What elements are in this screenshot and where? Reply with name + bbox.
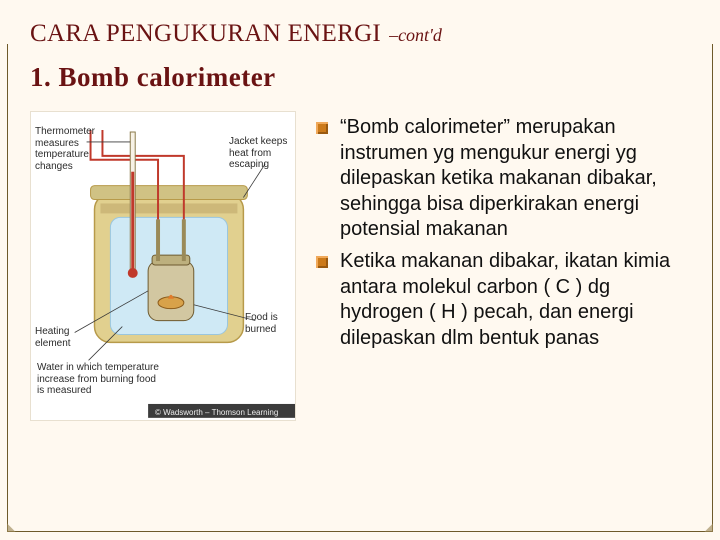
bullet-item: Ketika makanan dibakar, ikatan kimia ant… — [314, 249, 690, 351]
diagram-label-thermometer: Thermometer measures temperature changes — [35, 126, 125, 172]
diagram-label-food: Food is burned — [245, 312, 295, 335]
bullet-list: “Bomb calorimeter” merupakan instrumen y… — [314, 111, 690, 357]
slide: CARA PENGUKURAN ENERGI –cont'd 1. Bomb c… — [0, 0, 720, 540]
corner-decoration — [689, 508, 713, 532]
slide-title-suffix: –cont'd — [389, 25, 442, 46]
slide-subtitle: 1. Bomb calorimeter — [30, 62, 690, 93]
diagram-label-heating: Heating element — [35, 326, 85, 349]
calorimeter-diagram: Thermometer measures temperature changes… — [30, 111, 296, 421]
diagram-label-water: Water in which temperature increase from… — [37, 362, 165, 397]
diagram-label-jacket: Jacket keeps heat from escaping — [229, 136, 293, 171]
bullet-item: “Bomb calorimeter” merupakan instrumen y… — [314, 115, 690, 243]
diagram-label-credit: © Wadsworth – Thomson Learning — [155, 408, 295, 417]
slide-title: CARA PENGUKURAN ENERGI — [30, 20, 381, 48]
content-row: Thermometer measures temperature changes… — [30, 111, 690, 421]
title-row: CARA PENGUKURAN ENERGI –cont'd — [30, 20, 690, 48]
corner-decoration — [7, 508, 31, 532]
